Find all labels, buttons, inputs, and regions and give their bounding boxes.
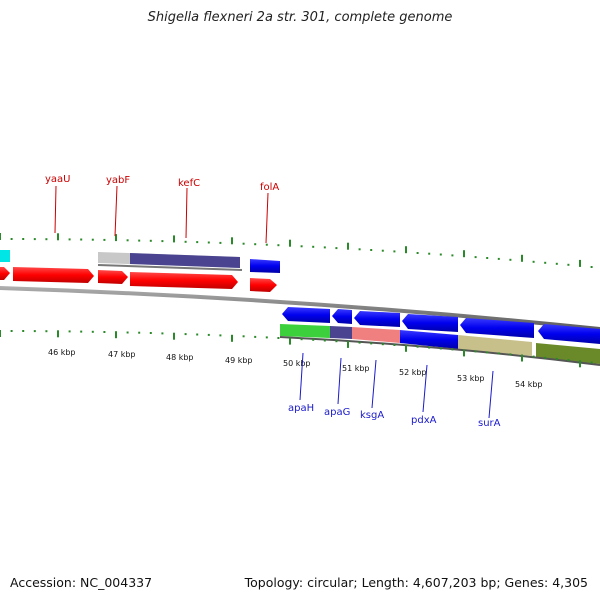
gene-label-apaG[interactable]: apaG [324, 407, 350, 418]
forward-gene-labels: yaaU yabF kefC folA [45, 174, 279, 244]
upper-tick-ruler [0, 233, 593, 268]
reverse-strand-genes [282, 307, 600, 344]
apaG-block[interactable] [330, 326, 352, 339]
cyan-feature[interactable] [0, 250, 10, 262]
ruler-label: 47 kbp [108, 350, 136, 359]
gene-arrow[interactable] [460, 318, 534, 338]
gene-arrow[interactable] [13, 267, 94, 283]
gene-label-yabF[interactable]: yabF [106, 175, 130, 186]
ruler-label: 50 kbp [283, 359, 311, 368]
forward-strand-genes [0, 267, 277, 292]
gene-arrow[interactable] [282, 307, 330, 323]
upper-ring [0, 250, 280, 273]
gene-label-ksgA[interactable]: ksgA [360, 410, 384, 421]
upper-blue-block[interactable] [250, 259, 280, 273]
gene-arrow[interactable] [98, 270, 128, 284]
reverse-gene-labels: apaH apaG ksgA pdxA surA [288, 352, 501, 429]
genome-summary-text: Topology: circular; Length: 4,607,203 bp… [244, 575, 588, 590]
map-title: Shigella flexneri 2a str. 301, complete … [147, 10, 453, 25]
ksgA-block[interactable] [352, 327, 400, 343]
upper-purple-block[interactable] [130, 253, 240, 268]
gene-label-surA[interactable]: surA [478, 418, 501, 429]
gene-arrow[interactable] [332, 309, 352, 324]
ruler-label: 48 kbp [166, 353, 194, 362]
ruler-label: 53 kbp [457, 374, 485, 383]
ruler-labels: 46 kbp 47 kbp 48 kbp 49 kbp 50 kbp 51 kb… [48, 348, 543, 389]
gene-label-kefC[interactable]: kefC [178, 178, 200, 189]
ruler-label: 49 kbp [225, 356, 253, 365]
gene-label-folA[interactable]: folA [260, 182, 279, 193]
gene-arrow[interactable] [538, 324, 600, 344]
gene-arrow[interactable] [354, 311, 400, 327]
lower-tick-ruler [0, 330, 593, 368]
accession-text: Accession: NC_004337 [10, 575, 153, 590]
ruler-label: 51 kbp [342, 364, 370, 373]
gene-arrow[interactable] [402, 314, 458, 332]
chromosome-backbone [0, 286, 600, 331]
ruler-label: 52 kbp [399, 368, 427, 377]
gene-label-apaH[interactable]: apaH [288, 403, 314, 414]
pdxA-block[interactable] [400, 330, 458, 349]
ruler-label: 46 kbp [48, 348, 76, 357]
apaH-block[interactable] [280, 324, 330, 338]
gene-label-yaaU[interactable]: yaaU [45, 174, 71, 185]
gene-label-pdxA[interactable]: pdxA [411, 415, 437, 426]
gene-arrow[interactable] [130, 272, 238, 289]
ruler-label: 54 kbp [515, 380, 543, 389]
gene-arrow[interactable] [250, 278, 277, 292]
gene-arrow[interactable] [0, 267, 10, 280]
